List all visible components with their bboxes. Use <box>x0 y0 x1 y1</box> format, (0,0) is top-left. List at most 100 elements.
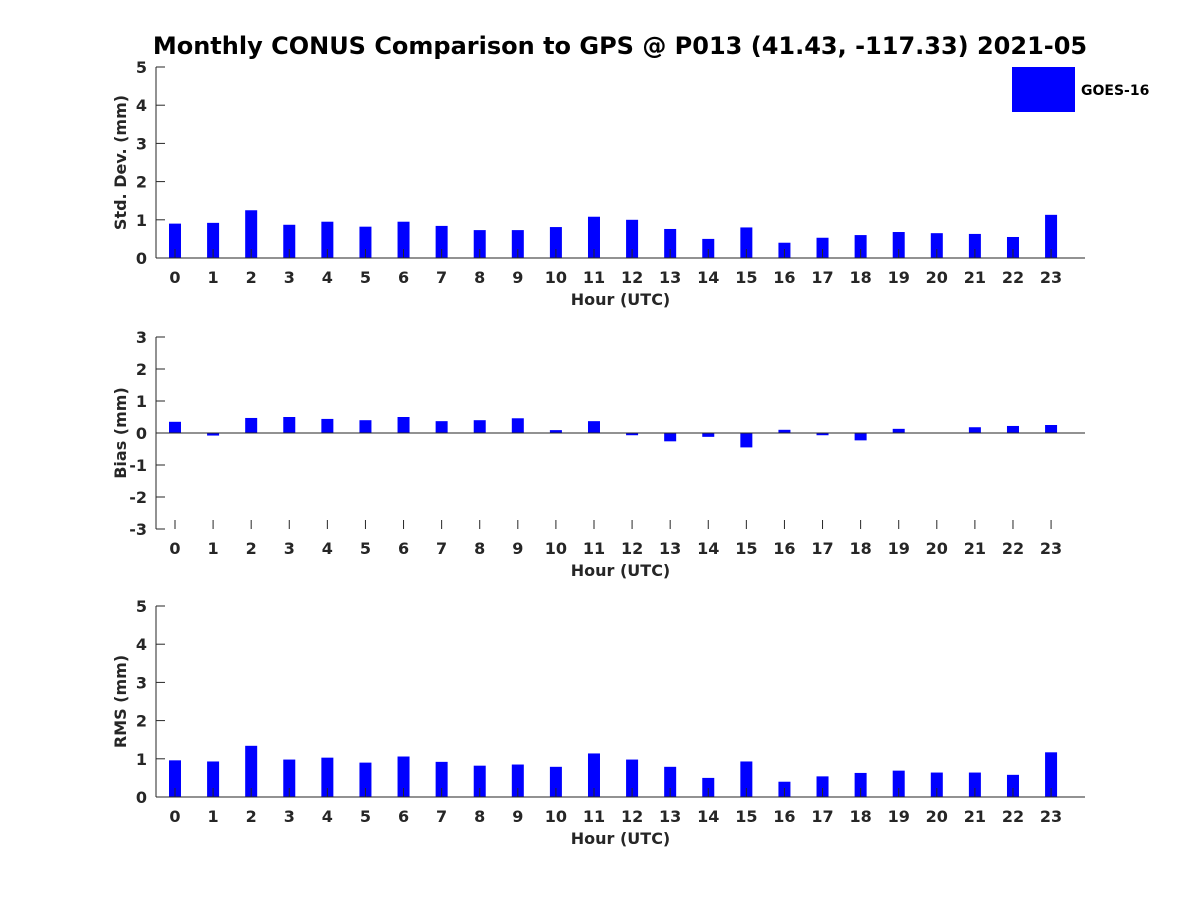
y-tick-label: 0 <box>136 249 147 268</box>
bar-22 <box>1006 236 1019 258</box>
bar-23 <box>1045 214 1058 258</box>
x-tick-label: 23 <box>1040 539 1062 558</box>
bar-10 <box>549 430 562 433</box>
y-tick-label: 4 <box>136 96 147 115</box>
y-tick-label: 4 <box>136 635 147 654</box>
bar-19 <box>892 428 905 433</box>
bar-17 <box>816 776 829 797</box>
bar-15 <box>740 761 753 797</box>
bar-18 <box>854 235 867 258</box>
bar-7 <box>435 761 448 797</box>
y-tick-label: 1 <box>136 750 147 769</box>
bar-2 <box>245 745 258 797</box>
x-tick-label: 14 <box>697 807 719 826</box>
bar-22 <box>1006 774 1019 797</box>
x-tick-label: 18 <box>849 807 871 826</box>
x-tick-label: 15 <box>735 539 757 558</box>
bar-3 <box>283 759 296 797</box>
bar-12 <box>626 433 639 436</box>
x-tick-label: 16 <box>773 268 795 287</box>
bar-4 <box>321 757 334 797</box>
x-tick-label: 6 <box>398 268 409 287</box>
x-tick-label: 11 <box>583 539 605 558</box>
legend-swatch <box>1012 67 1075 112</box>
bar-6 <box>397 221 410 258</box>
bar-4 <box>321 418 334 433</box>
x-tick-label: 5 <box>360 539 371 558</box>
bar-18 <box>854 772 867 797</box>
bar-8 <box>473 765 486 797</box>
x-tick-label: 11 <box>583 268 605 287</box>
x-tick-label: 2 <box>246 807 257 826</box>
x-tick-label: 20 <box>926 807 948 826</box>
bar-10 <box>549 227 562 258</box>
bar-1 <box>207 222 220 258</box>
x-tick-label: 13 <box>659 539 681 558</box>
legend-label: GOES-16 <box>1081 83 1149 99</box>
bar-20 <box>930 772 943 797</box>
bar-12 <box>626 759 639 797</box>
y-tick-label: 5 <box>136 597 147 616</box>
x-tick-label: 11 <box>583 807 605 826</box>
x-tick-label: 15 <box>735 268 757 287</box>
x-tick-label: 1 <box>208 807 219 826</box>
bar-23 <box>1045 752 1058 797</box>
y-tick-label: 1 <box>136 211 147 230</box>
y-tick-label: 0 <box>136 424 147 443</box>
x-tick-label: 19 <box>888 268 910 287</box>
x-tick-label: 9 <box>512 539 523 558</box>
x-tick-label: 10 <box>545 807 567 826</box>
x-tick-label: 7 <box>436 539 447 558</box>
x-tick-label: 13 <box>659 268 681 287</box>
bar-15 <box>740 227 753 258</box>
bar-5 <box>359 226 372 258</box>
bar-11 <box>587 753 600 797</box>
bar-22 <box>1006 425 1019 433</box>
x-tick-label: 13 <box>659 807 681 826</box>
x-tick-label: 5 <box>360 268 371 287</box>
bar-5 <box>359 420 372 433</box>
y-tick-label: -1 <box>129 456 147 475</box>
legend: GOES-16 <box>1012 67 1149 112</box>
x-tick-label: 22 <box>1002 539 1024 558</box>
bar-13 <box>664 766 677 797</box>
x-tick-label: 2 <box>246 268 257 287</box>
bar-19 <box>892 770 905 797</box>
x-tick-label: 21 <box>964 807 986 826</box>
bar-19 <box>892 232 905 258</box>
x-tick-label: 14 <box>697 268 719 287</box>
x-tick-label: 0 <box>169 539 180 558</box>
y-tick-label: -3 <box>129 520 147 539</box>
bar-18 <box>854 433 867 441</box>
bar-17 <box>816 237 829 258</box>
x-tick-label: 2 <box>246 539 257 558</box>
bar-1 <box>207 433 220 436</box>
y-axis-label: RMS (mm) <box>111 655 130 748</box>
bar-9 <box>511 418 524 433</box>
bar-15 <box>740 433 753 448</box>
bar-14 <box>702 238 715 258</box>
x-tick-label: 12 <box>621 807 643 826</box>
x-tick-label: 15 <box>735 807 757 826</box>
bar-12 <box>626 219 639 258</box>
bar-3 <box>283 224 296 258</box>
bar-14 <box>702 777 715 797</box>
y-axis-label: Bias (mm) <box>111 387 130 479</box>
bar-2 <box>245 210 258 258</box>
bar-14 <box>702 433 715 437</box>
figure-title: Monthly CONUS Comparison to GPS @ P013 (… <box>153 32 1087 60</box>
x-tick-label: 21 <box>964 268 986 287</box>
y-tick-label: 3 <box>136 673 147 692</box>
y-tick-label: 2 <box>136 360 147 379</box>
x-axis-label: Hour (UTC) <box>571 290 671 309</box>
x-tick-label: 19 <box>888 807 910 826</box>
x-tick-label: 23 <box>1040 268 1062 287</box>
x-tick-label: 10 <box>545 539 567 558</box>
y-tick-label: 3 <box>136 328 147 347</box>
x-tick-label: 17 <box>811 539 833 558</box>
x-tick-label: 8 <box>474 807 485 826</box>
x-tick-label: 22 <box>1002 807 1024 826</box>
